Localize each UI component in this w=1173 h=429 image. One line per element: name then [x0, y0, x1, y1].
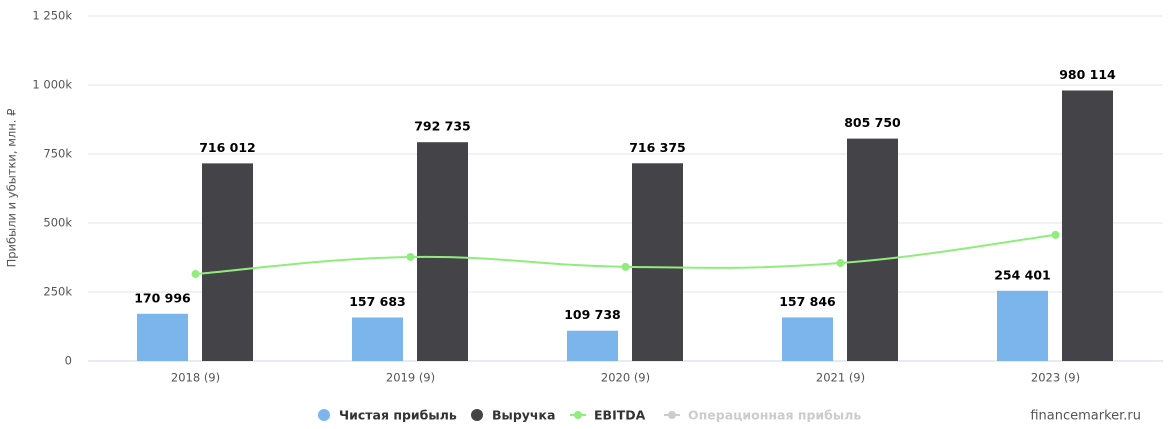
- y-tick-label: 1 000k: [32, 78, 72, 92]
- bar: [567, 330, 618, 361]
- bar: [352, 317, 403, 361]
- bar: [137, 313, 188, 361]
- value-label: 980 114: [1059, 67, 1116, 82]
- value-label: 805 750: [844, 115, 901, 130]
- bar: [847, 138, 898, 361]
- value-label: 157 683: [349, 294, 406, 309]
- line-marker: [1051, 230, 1060, 239]
- value-label: 254 401: [994, 267, 1051, 282]
- line-marker: [191, 270, 200, 279]
- legend-marker: [318, 409, 330, 421]
- x-tick-label: 2020 (9): [601, 371, 650, 385]
- bar: [202, 163, 253, 361]
- value-label: 170 996: [134, 290, 191, 305]
- legend-marker: [471, 409, 483, 421]
- legend-label[interactable]: Чистая прибыль: [339, 408, 457, 423]
- y-tick-label: 0: [65, 354, 72, 368]
- y-tick-label: 750k: [43, 147, 72, 161]
- legend-marker: [574, 411, 582, 419]
- legend-label[interactable]: Выручка: [492, 408, 555, 423]
- credit[interactable]: financemarker.ru: [1030, 409, 1141, 424]
- value-label: 109 738: [564, 307, 621, 322]
- legend-label[interactable]: Операционная прибыль: [688, 408, 861, 423]
- bar: [632, 163, 683, 361]
- y-tick-label: 500k: [43, 216, 72, 230]
- line-marker: [406, 252, 415, 261]
- bar: [997, 290, 1048, 361]
- bar: [417, 142, 468, 361]
- x-tick-label: 2018 (9): [171, 371, 220, 385]
- line-marker: [836, 259, 845, 268]
- bar: [1062, 90, 1113, 362]
- line-marker: [621, 262, 630, 271]
- y-axis-label: Прибыли и убытки, млн. ₽: [5, 109, 19, 268]
- legend-label[interactable]: EBITDA: [594, 408, 646, 423]
- y-tick-label: 1 250k: [32, 9, 72, 23]
- value-label: 157 846: [779, 294, 836, 309]
- x-tick-label: 2023 (9): [1031, 371, 1080, 385]
- bar: [782, 317, 833, 361]
- value-label: 716 375: [629, 140, 686, 155]
- value-label: 792 735: [414, 119, 471, 134]
- y-tick-label: 250k: [43, 285, 72, 299]
- x-tick-label: 2019 (9): [386, 371, 435, 385]
- value-label: 716 012: [199, 140, 256, 155]
- legend-marker: [668, 411, 676, 419]
- x-tick-label: 2021 (9): [816, 371, 865, 385]
